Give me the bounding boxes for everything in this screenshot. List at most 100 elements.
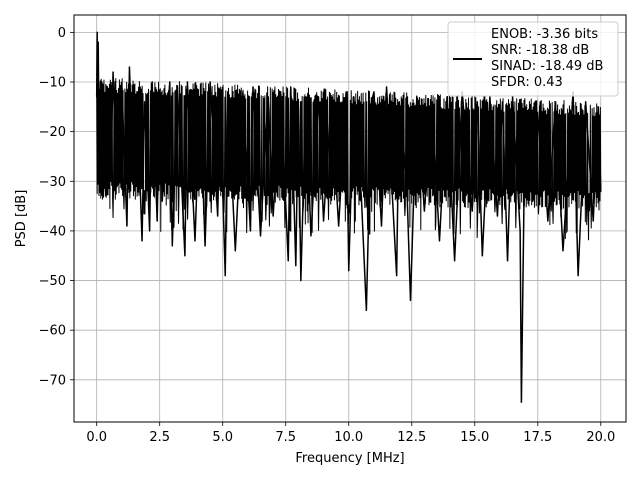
psd-data-point — [234, 250, 236, 252]
legend-sfdr: SFDR: 0.43 — [491, 75, 563, 90]
psd-data-point — [99, 81, 102, 83]
psd-data-point — [577, 274, 579, 277]
psd-data-point — [585, 101, 587, 103]
psd-data-point — [353, 96, 355, 98]
psd-data-point — [184, 255, 186, 257]
psd-data-point — [295, 265, 297, 267]
psd-data-point — [446, 96, 448, 98]
psd-data-point — [116, 185, 118, 187]
psd-data-point — [249, 230, 252, 232]
psd-data-point — [149, 230, 151, 232]
x-tick-label: 10.0 — [334, 430, 363, 445]
psd-data-point — [322, 220, 325, 222]
psd-data-point — [471, 210, 473, 212]
psd-data-point — [272, 215, 274, 217]
psd-data-point — [132, 180, 134, 182]
psd-data-point — [317, 96, 320, 98]
psd-data-point — [370, 101, 373, 103]
psd-data-point — [380, 225, 383, 227]
psd-data-point — [141, 240, 143, 242]
psd-data-point — [597, 106, 599, 108]
y-tick-label: −40 — [39, 224, 66, 239]
psd-data-point — [338, 225, 340, 227]
psd-data-point — [600, 190, 602, 192]
y-tick-label: −50 — [39, 274, 66, 289]
psd-data-point — [398, 101, 400, 103]
psd-data-point — [310, 235, 312, 237]
psd-data-point — [373, 91, 375, 93]
psd-data-point — [305, 96, 307, 98]
x-tick-label: 0.0 — [86, 430, 107, 445]
psd-data-point — [219, 101, 221, 103]
psd-data-point — [554, 101, 557, 103]
psd-data-point — [161, 200, 163, 202]
x-axis-label: Frequency [MHz] — [295, 451, 404, 466]
psd-data-point — [159, 91, 161, 93]
x-tick-label: 7.5 — [275, 430, 296, 445]
psd-data-point — [519, 230, 521, 232]
psd-data-point — [252, 86, 254, 88]
psd-data-point — [280, 91, 282, 93]
psd-data-point — [476, 101, 478, 103]
psd-data-point — [360, 195, 362, 197]
psd-data-point — [539, 101, 541, 103]
psd-data-point — [176, 86, 178, 88]
psd-data-point — [501, 101, 504, 103]
psd-data-point — [101, 150, 103, 153]
psd-data-point — [136, 91, 138, 93]
psd-data-point — [520, 401, 523, 403]
psd-data-point — [209, 81, 211, 83]
psd-data-point — [199, 96, 201, 98]
psd-data-point — [290, 86, 292, 88]
psd-data-point — [128, 66, 131, 68]
psd-data-point — [97, 131, 99, 133]
y-tick-label: −10 — [39, 76, 66, 91]
psd-data-point — [506, 260, 509, 262]
legend: ENOB: -3.36 bits SNR: -18.38 dB SINAD: -… — [447, 21, 619, 97]
y-tick-label: −20 — [39, 125, 66, 140]
psd-data-point — [562, 250, 564, 252]
y-tick-label: 0 — [58, 26, 66, 41]
psd-data-point — [481, 255, 483, 257]
x-tick-label: 17.5 — [523, 430, 552, 445]
psd-data-point — [104, 190, 107, 192]
psd-data-point — [224, 274, 226, 277]
psd-data-point — [171, 245, 173, 247]
psd-data-point — [438, 240, 441, 242]
axes-frame — [73, 14, 627, 423]
x-tick-label: 15.0 — [460, 430, 489, 445]
legend-box — [447, 21, 619, 97]
psd-data-point — [431, 101, 433, 103]
psd-data-point — [409, 299, 412, 301]
y-tick-label: −60 — [39, 324, 66, 339]
psd-data-point — [348, 270, 350, 272]
psd-data-point — [297, 106, 299, 108]
psd-data-point — [227, 91, 229, 93]
psd-data-point — [126, 225, 128, 227]
psd-data-point — [496, 215, 499, 217]
psd-data-point — [365, 309, 367, 311]
psd-data-point — [287, 260, 289, 262]
psd-data-point — [112, 71, 114, 73]
psd-data-point — [96, 96, 98, 98]
psd-data-point — [151, 81, 153, 83]
psd-data-point — [98, 160, 100, 163]
psd-data-point — [454, 260, 456, 262]
psd-data-point — [592, 220, 594, 222]
psd-data-point — [489, 96, 491, 98]
psd-data-point — [423, 210, 425, 212]
psd-data-point — [204, 245, 206, 247]
psd-data-point — [300, 279, 302, 282]
psd-data-point — [186, 81, 189, 83]
ticks: 0.0 2.5 5.0 7.5 10.0 12.5 15.0 17.5 20.0 0 −10 −20 −… — [39, 26, 616, 445]
psd-data-point — [267, 96, 269, 98]
psd-data-point — [103, 101, 105, 103]
psd-data-point — [194, 240, 196, 242]
psd-data-point — [217, 215, 219, 217]
psd-data-point — [242, 91, 244, 93]
psd-data-point — [345, 91, 347, 93]
psd-data-point — [396, 274, 398, 277]
y-axis-label: PSD [dB] — [14, 190, 29, 248]
psd-data-point — [259, 235, 262, 237]
